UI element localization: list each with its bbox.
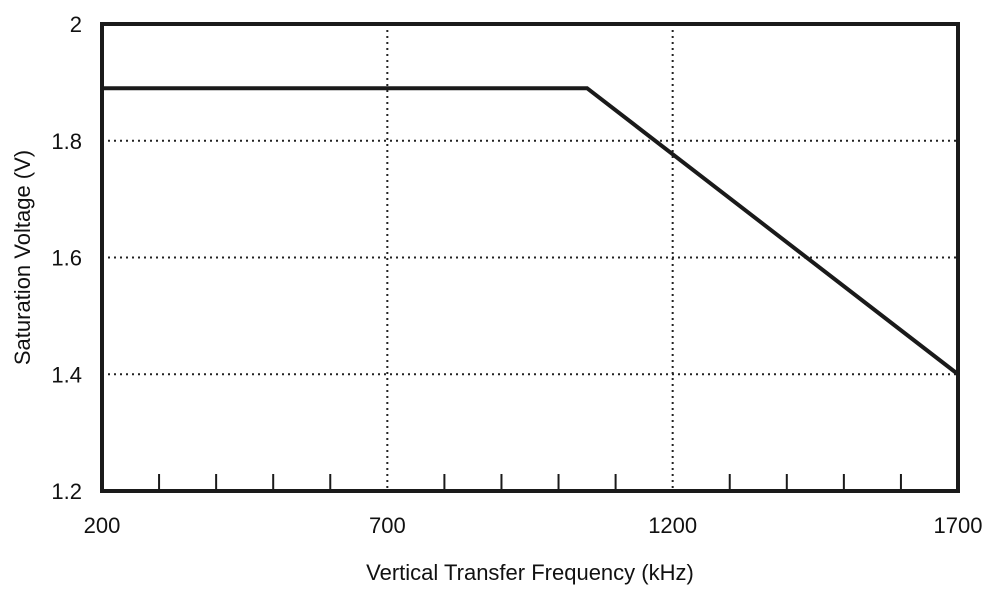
tick-label-layer: 200 700 1200 1700 1.2 1.4 1.6 1.8 2 — [51, 12, 982, 538]
grid-layer — [102, 24, 958, 491]
series-line-0 — [102, 86, 960, 376]
y-tick-label: 1.4 — [51, 362, 82, 387]
x-axis-title: Vertical Transfer Frequency (kHz) — [366, 560, 694, 585]
y-tick-label: 2 — [70, 12, 82, 37]
series-layer — [102, 86, 960, 376]
x-tick-label: 700 — [369, 513, 406, 538]
y-tick-label: 1.8 — [51, 129, 82, 154]
y-tick-label: 1.6 — [51, 246, 82, 271]
x-tick-label: 1700 — [934, 513, 983, 538]
y-axis-title: Saturation Voltage (V) — [10, 150, 35, 365]
plot-frame — [100, 22, 960, 493]
y-tick-label: 1.2 — [51, 479, 82, 504]
x-tick-label: 200 — [84, 513, 121, 538]
minor-tick-layer — [158, 474, 902, 491]
x-tick-label: 1200 — [648, 513, 697, 538]
